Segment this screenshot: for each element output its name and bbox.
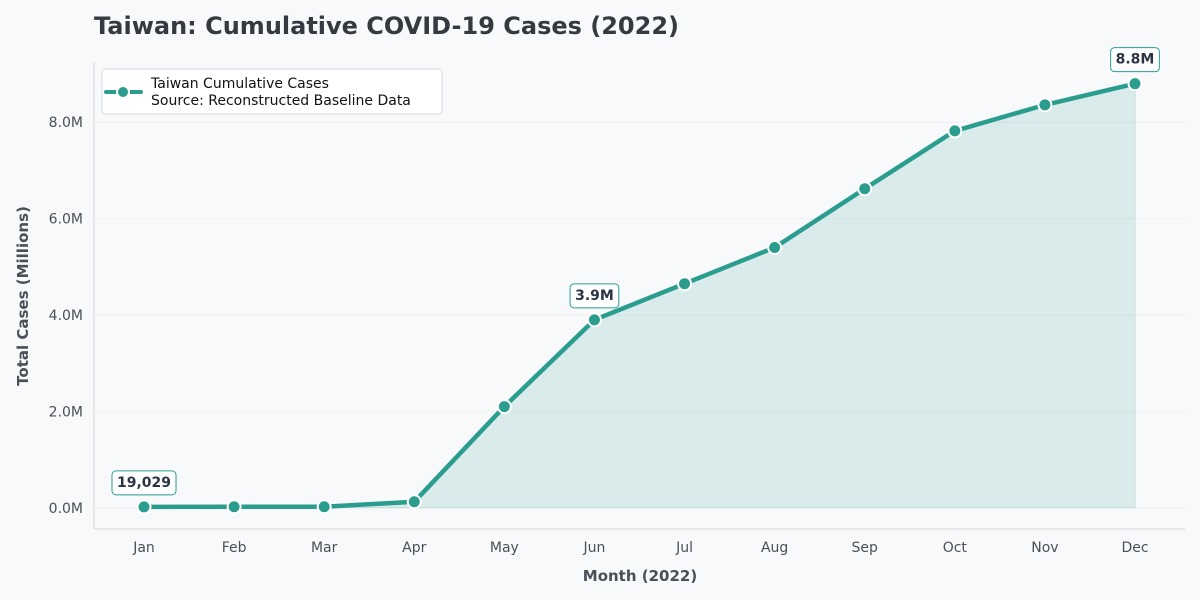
- data-point: [316, 499, 332, 515]
- chart-title: Taiwan: Cumulative COVID-19 Cases (2022): [94, 12, 679, 40]
- x-tick-label: Sep: [852, 540, 879, 556]
- x-tick-label: Aug: [761, 540, 788, 556]
- legend: Taiwan Cumulative Cases Source: Reconstr…: [101, 68, 443, 115]
- point-layer: [136, 76, 1143, 515]
- y-tick-label: 6.0M: [49, 212, 83, 228]
- series-area: [143, 83, 1136, 509]
- legend-box: [101, 68, 443, 115]
- data-label-box: [1110, 47, 1160, 73]
- data-label-text: 19,029: [117, 475, 171, 491]
- data-point: [406, 494, 422, 510]
- x-tick-label: Oct: [943, 540, 968, 556]
- data-point: [767, 240, 783, 256]
- x-tick-label: Dec: [1121, 540, 1148, 556]
- data-label-text: 8.8M: [1116, 52, 1155, 68]
- data-label: 3.9M: [569, 283, 620, 309]
- data-point: [136, 499, 152, 515]
- data-label: 8.8M: [1110, 47, 1160, 73]
- data-label-box: [569, 283, 620, 309]
- label-layer: 19,029 3.9M 8.8M: [111, 47, 1160, 496]
- x-tick-label: Jan: [132, 540, 155, 556]
- y-tick-label: 4.0M: [49, 308, 83, 324]
- data-point: [1037, 97, 1053, 113]
- x-tick-label: Feb: [222, 540, 247, 556]
- x-axis-title: Month (2022): [583, 567, 697, 585]
- x-tick-label: Jul: [675, 540, 693, 556]
- data-point: [947, 123, 963, 139]
- y-axis-title: Total Cases (Millions): [14, 206, 32, 386]
- data-label: 19,029: [111, 470, 177, 496]
- x-tick-label: Jun: [583, 540, 606, 556]
- data-point: [226, 499, 242, 515]
- x-tick-label: May: [490, 540, 519, 556]
- data-point: [1127, 76, 1143, 92]
- y-tick-label: 0.0M: [49, 501, 83, 517]
- series-line: [141, 81, 1138, 510]
- legend-label-source: Source: Reconstructed Baseline Data: [151, 93, 411, 109]
- legend-label-series: Taiwan Cumulative Cases: [150, 76, 329, 92]
- x-tick-label: Nov: [1031, 540, 1058, 556]
- data-point: [496, 399, 512, 415]
- line-layer: [141, 81, 1138, 510]
- x-tick-label: Apr: [402, 540, 426, 556]
- data-label-text: 3.9M: [575, 288, 614, 304]
- axis-layer: 0.0M 2.0M 4.0M 6.0M 8.0M Jan Feb Mar Apr May Jun Ju…: [49, 62, 1185, 556]
- area-layer: [143, 83, 1136, 509]
- y-tick-label: 2.0M: [49, 404, 83, 420]
- x-tick-label: Mar: [311, 540, 338, 556]
- y-tick-label: 8.0M: [49, 115, 83, 131]
- legend-marker-icon: [116, 85, 130, 99]
- data-point: [857, 181, 873, 197]
- data-point: [586, 312, 602, 328]
- data-label-box: [111, 470, 177, 496]
- data-point: [677, 276, 693, 292]
